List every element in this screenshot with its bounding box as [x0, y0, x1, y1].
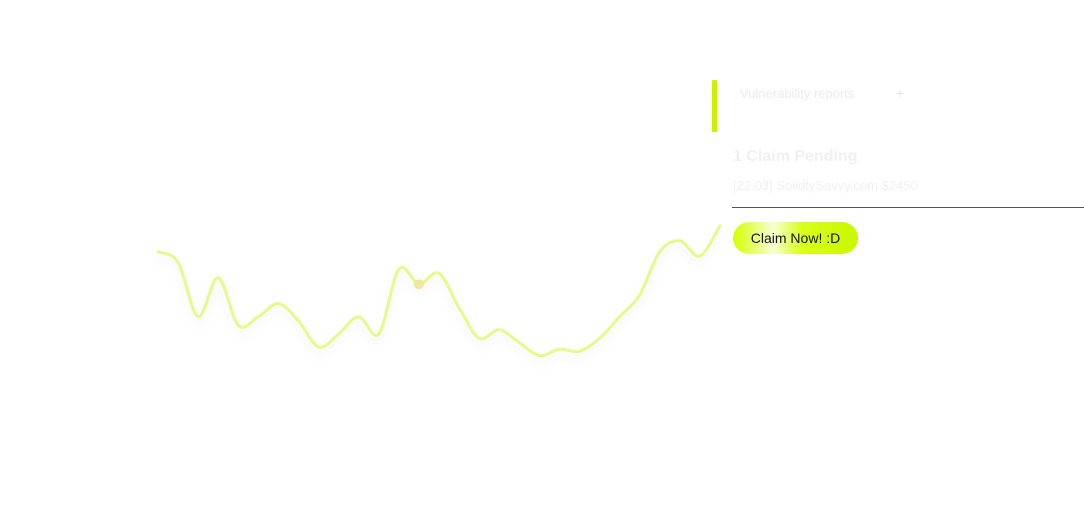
data-point — [297, 319, 301, 323]
data-point — [216, 276, 220, 280]
claims-panel: Vulnerability reports + 1 Claim Pending … — [712, 80, 1084, 280]
data-point — [377, 332, 381, 336]
data-point — [658, 250, 662, 254]
line-chart-svg — [156, 224, 722, 358]
data-point — [497, 328, 501, 332]
data-point — [537, 354, 541, 358]
data-point — [437, 271, 441, 275]
claim-detail-text: [22.03] SolidtySavvy.com $2450 — [733, 178, 918, 193]
data-point — [638, 293, 642, 297]
data-point — [678, 239, 682, 243]
series-line — [156, 224, 722, 358]
data-point — [598, 336, 602, 340]
data-point — [337, 332, 341, 336]
claim-pending-title: 1 Claim Pending — [733, 148, 858, 165]
divider — [732, 207, 1084, 208]
data-point — [276, 302, 280, 306]
tab-vulnerability-reports[interactable]: Vulnerability reports — [740, 86, 855, 101]
data-point — [397, 267, 401, 271]
data-point — [236, 323, 240, 327]
line-chart — [150, 200, 730, 400]
highlight-point[interactable] — [413, 279, 424, 290]
data-point — [256, 315, 260, 319]
data-point — [176, 261, 180, 265]
claim-now-button[interactable]: Claim Now! :D — [733, 222, 858, 254]
data-point — [196, 315, 200, 319]
data-point — [517, 341, 521, 345]
data-point — [357, 315, 361, 319]
data-point — [578, 349, 582, 353]
data-point — [618, 315, 622, 319]
data-point — [557, 347, 561, 351]
add-tab-icon[interactable]: + — [896, 85, 905, 101]
data-point — [457, 306, 461, 310]
data-point — [156, 250, 160, 254]
active-tab-indicator — [712, 80, 717, 132]
data-point — [477, 336, 481, 340]
data-point — [698, 254, 702, 258]
data-point — [317, 345, 321, 349]
